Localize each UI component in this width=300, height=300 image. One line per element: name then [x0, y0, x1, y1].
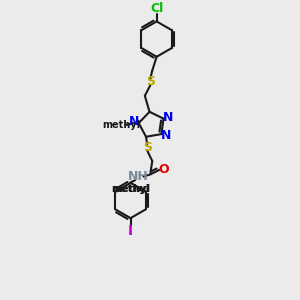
Text: methyl: methyl: [111, 184, 149, 194]
Text: I: I: [128, 224, 133, 238]
Text: S: S: [142, 141, 152, 154]
Text: N: N: [160, 129, 171, 142]
Text: NH: NH: [128, 170, 148, 183]
Text: O: O: [158, 163, 169, 176]
Text: methyl: methyl: [102, 120, 140, 130]
Text: N: N: [163, 111, 173, 124]
Text: S: S: [146, 75, 155, 88]
Text: Cl: Cl: [150, 2, 163, 15]
Text: N: N: [129, 116, 140, 128]
Text: methyl: methyl: [112, 184, 150, 194]
